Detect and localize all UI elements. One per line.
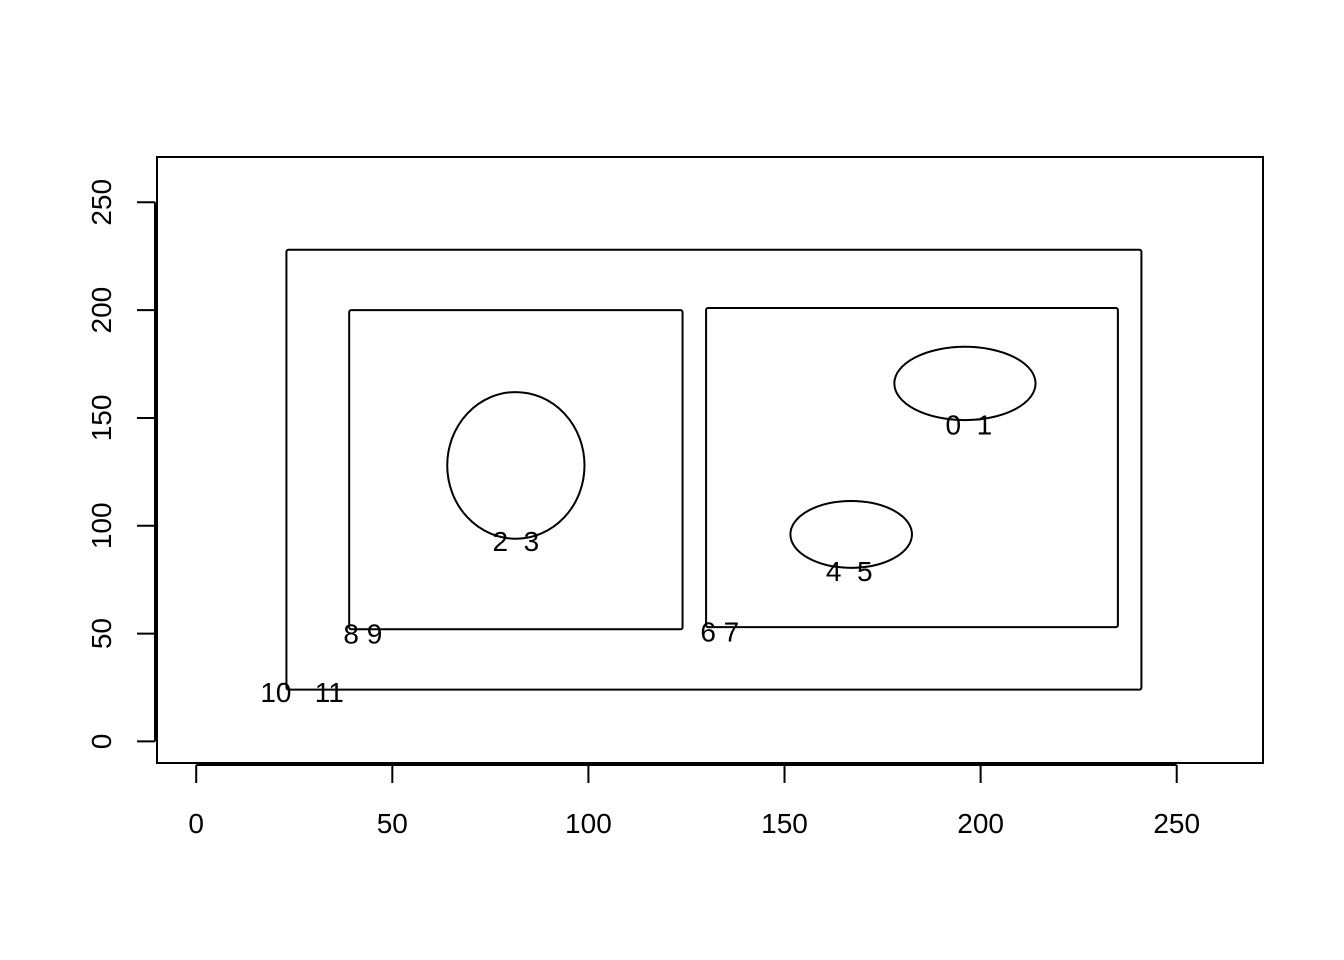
y-axis: 0 50 100 150 200 250 — [86, 179, 156, 750]
contour-label: 10 11 — [260, 677, 344, 708]
x-axis: 0 50 100 150 200 250 — [188, 764, 1200, 839]
y-tick-label: 200 — [86, 287, 117, 334]
contour-label: 2 3 — [493, 526, 540, 557]
right-rect — [705, 306, 1119, 629]
x-tick-label: 250 — [1153, 808, 1200, 839]
y-tick-label: 0 — [86, 734, 117, 750]
contour-label: 6 7 — [700, 616, 739, 647]
left-rect — [348, 309, 684, 631]
top-right-ellipse — [893, 345, 1037, 422]
y-tick-label: 150 — [86, 395, 117, 442]
y-tick-label: 50 — [86, 618, 117, 649]
contour-label: 4 5 — [826, 556, 873, 587]
bottom-right-ellipse — [789, 499, 913, 569]
contour-label: 8 9 — [343, 619, 382, 650]
plot-frame — [156, 156, 1264, 764]
x-tick-label: 150 — [761, 808, 808, 839]
x-tick-label: 0 — [188, 808, 204, 839]
y-tick-label: 100 — [86, 502, 117, 549]
x-tick-label: 100 — [565, 808, 612, 839]
contour-labels: 0 1 2 3 4 5 6 7 8 9 10 11 — [260, 409, 992, 707]
x-tick-label: 200 — [957, 808, 1004, 839]
plot-shapes — [285, 248, 1143, 691]
y-tick-label: 250 — [86, 179, 117, 226]
x-tick-label: 50 — [377, 808, 408, 839]
outer-rect — [285, 248, 1143, 691]
contour-label: 0 1 — [945, 409, 992, 440]
left-ellipse — [446, 391, 586, 540]
